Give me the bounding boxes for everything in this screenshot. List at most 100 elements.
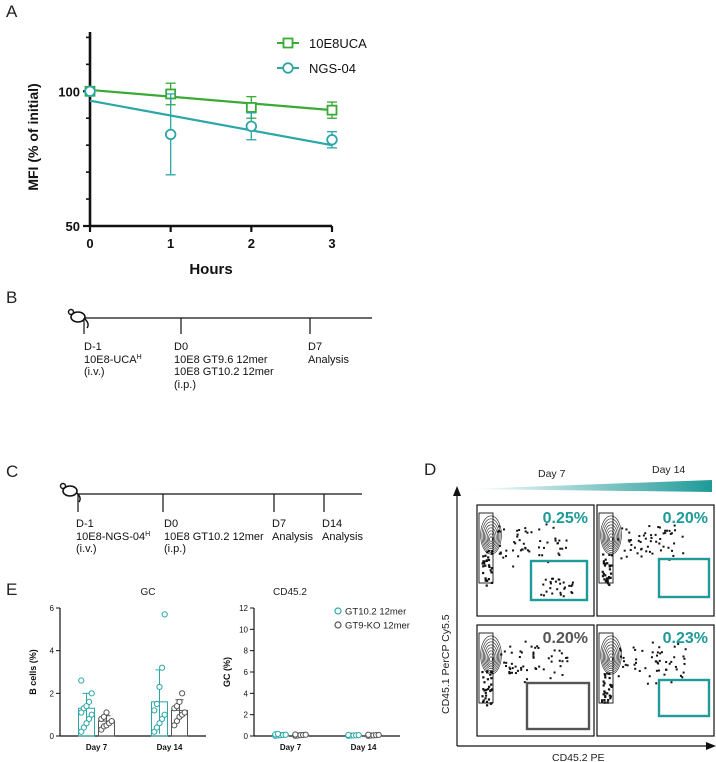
d-dot-tl [505,549,508,552]
d-dot-br [673,645,676,648]
d-dot-tl [561,547,564,550]
d-dot-tr [682,552,685,555]
e1-point-gt10-2-12mer [86,698,93,705]
d-dot-tl [544,578,547,581]
d-dot-tl [542,583,545,586]
d-dot-tl [521,548,524,551]
c-d14-text: D14 Analysis [322,518,363,543]
d-dot-br [658,659,661,662]
e2-point-gt10-2-12mer [274,730,281,737]
e2-point-gt10-2-12mer [345,731,352,739]
d-dot-tl [540,593,543,596]
d-dot-tl [539,540,542,543]
d-dot-tr [629,539,632,542]
e1-point-gt10-2-12mer [78,677,85,684]
d-dot-br [604,691,607,694]
c-dminus1-sup: H [145,530,151,538]
d-dot-tl [486,551,489,554]
b-d0-l3: 10E8 GT10.2 12mer [174,366,274,378]
d-dot-tl [562,595,565,598]
d-dot-tl [562,581,565,584]
d-dot-bl [490,688,494,691]
d-dot-tl [518,529,521,532]
d-dot-tr [662,532,665,535]
d-dot-bl [550,655,553,658]
panel-a-chart: 0 1 2 3 50 100 Hours MFI (% of initial) 10E8UCA N… [25,32,367,278]
d-dot-br [659,652,662,655]
d-dot-bl [490,677,493,680]
d-dot-br [619,647,622,650]
d-dot-bl [509,645,512,648]
d-dot-bl [514,672,517,675]
a-y-tick-label: 50 [66,219,80,234]
a-fit-line-10e8uca [89,88,333,112]
a-point-ngs-04 [84,85,96,97]
d-dot-br [603,690,606,693]
d-dot-tr [655,540,658,543]
c-d7-l2: Analysis [272,530,313,543]
panel-c-timeline [59,482,362,512]
e2-y-label: GC (%) [222,657,232,687]
d-dot-br [664,668,667,671]
d-dot-bl [553,649,556,652]
d-dot-bl [516,669,519,672]
d-dot-tr [608,577,611,580]
d-dot-tl [545,590,548,593]
d-dot-tl [549,587,552,590]
d-contour-tr [602,521,620,551]
d-dot-tr [645,550,648,553]
d-dot-bl [488,685,491,688]
a-x-tick-label: 1 [167,236,174,251]
d-dot-tl [563,586,566,589]
d-dot-tl [482,561,485,565]
a-x-tick-label: 2 [248,236,255,251]
d-dot-tr [659,549,662,552]
e1-point-gt9-ko-12mer [179,690,186,697]
d-dot-bl [565,656,568,659]
d-dot-br [650,656,653,659]
d-dot-tl [557,578,560,581]
e2-y-tick-label: 10 [239,625,248,634]
d-dot-tl [498,525,501,528]
d-dot-bl [561,660,564,663]
d-dot-bl [482,700,485,704]
d-dot-tr [607,575,611,579]
a-point-ngs-04 [326,134,338,146]
e2-title: CD45.2 [273,587,307,598]
b-dminus1-l2: 10E8-UCA [84,353,137,366]
d-dot-br [633,663,636,666]
d-dot-tr [644,532,647,535]
d-dot-tr [657,526,660,529]
c-d14: D14 [322,518,343,530]
c-d7: D7 [272,518,287,530]
a-legend-marker-10e8uca [282,37,294,49]
b-dminus1: D-1 [84,341,102,353]
d-dot-tl [482,555,485,558]
d-x-label: CD45.2 PE [552,752,605,762]
d-dot-tr [648,525,651,528]
d-dot-br [622,656,625,659]
e1-point-gt9-ko-12mer [108,717,115,725]
d-dot-tl [512,549,515,552]
c-d0-l3: (i.p.) [164,543,186,555]
d-dot-br [601,699,604,702]
d-contour-br [601,638,621,673]
d-dot-tr [608,565,611,568]
d-dot-bl [566,656,569,659]
d-dot-tr [640,555,643,558]
c-d14-l2: Analysis [322,530,363,543]
d-dot-tr [602,553,605,556]
d-dot-bl [526,669,529,672]
panel-d-flow: Day 7 Day 14 CD45.1 PerCP Cy5.5 CD45.2 P… [440,464,716,762]
e2-point-gt9-ko-12mer [292,731,299,738]
d-dot-tl [552,577,555,580]
d-dot-tl [490,552,494,555]
a-legend-marker-ngs-04 [282,62,294,74]
d-dot-tl [524,546,527,549]
d-dot-bl [486,678,490,681]
d-y-label: CD45.1 PerCP Cy5.5 [440,614,452,714]
d-contour-br [609,656,613,662]
d-dot-br [602,680,605,683]
d-dot-bl [525,678,528,681]
d-contour-tl [489,536,493,542]
